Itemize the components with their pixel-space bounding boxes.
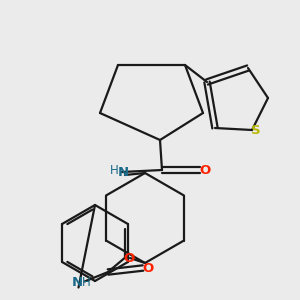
Text: H: H xyxy=(82,277,90,290)
Text: S: S xyxy=(251,124,260,136)
Text: O: O xyxy=(200,164,211,176)
Text: N: N xyxy=(118,166,129,178)
Text: O: O xyxy=(123,251,134,265)
Text: N: N xyxy=(71,277,82,290)
Text: O: O xyxy=(143,262,154,275)
Text: H: H xyxy=(110,164,118,177)
